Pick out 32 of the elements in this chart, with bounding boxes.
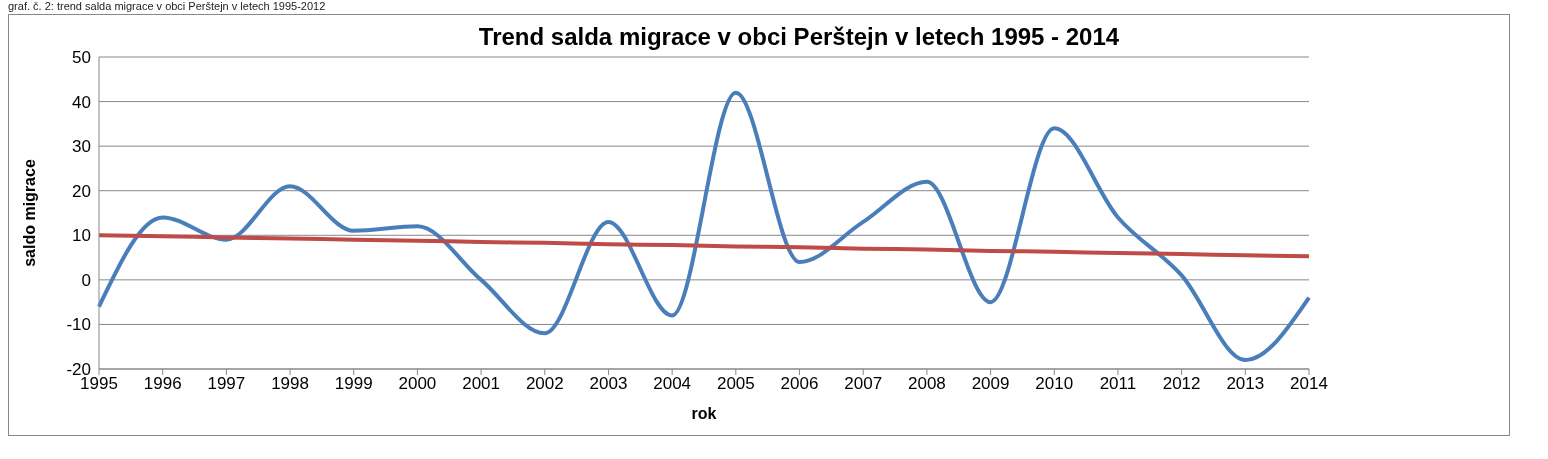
y-axis-title: saldo migrace [20, 159, 38, 267]
line-series [97, 233, 1311, 259]
x-tick-label: 2010 [1035, 374, 1074, 394]
x-tick-label: 1998 [271, 374, 309, 394]
x-tick-label: 2007 [844, 374, 883, 394]
y-tick-label: -10 [66, 315, 91, 335]
x-tick-label: 1999 [334, 374, 373, 394]
x-axis-title: rok [691, 405, 717, 422]
x-tick-label: 2012 [1162, 374, 1201, 394]
y-tick-label: 50 [72, 48, 91, 68]
line-series [97, 90, 1311, 363]
x-tick-label: 1996 [143, 374, 182, 394]
y-tick-label: 20 [72, 181, 91, 201]
x-tick-label: 2009 [971, 374, 1010, 394]
x-tick-label: 1997 [207, 374, 246, 394]
x-tick-label: 2002 [525, 374, 564, 394]
x-tick-label: 2000 [398, 374, 437, 394]
x-tick-label: 2004 [653, 374, 692, 394]
chart-title: Trend salda migrace v obci Perštejn v letech 1995 - 2014 [478, 23, 1120, 50]
y-tick-label: 0 [81, 270, 91, 290]
y-tick-label: 40 [72, 92, 91, 112]
x-tick-label: 2008 [907, 374, 946, 394]
x-tick-label: 2001 [462, 374, 501, 394]
y-tick-label: 10 [72, 226, 91, 246]
y-tick-label: 30 [72, 137, 91, 157]
x-tick-label: 2011 [1099, 374, 1137, 394]
x-tick-label: 2013 [1226, 374, 1265, 394]
x-tick-label: 2006 [780, 374, 819, 394]
text: graf. č. 2: trend salda migrace v obci Perštejn v letech 1995-2012 [8, 0, 327, 14]
x-tick-label: 2003 [589, 374, 628, 394]
x-tick-label: 2014 [1290, 374, 1328, 394]
x-tick-label: 2005 [716, 374, 755, 394]
